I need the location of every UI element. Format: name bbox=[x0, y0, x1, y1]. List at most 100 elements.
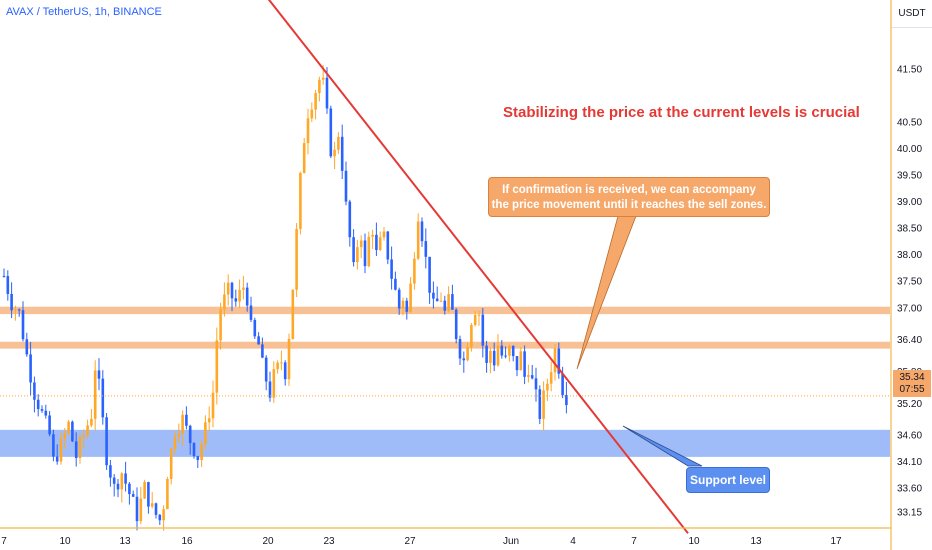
time-axis[interactable]: 7 10 13 16 20 23 27 Jun 4 7 10 13 17 bbox=[0, 527, 891, 547]
candle-body bbox=[223, 294, 226, 310]
candle bbox=[504, 346, 507, 359]
candle bbox=[109, 459, 112, 487]
callout-box: If confirmation is received, we can acco… bbox=[488, 177, 770, 217]
support-label-pointer bbox=[622, 425, 703, 467]
candle-body bbox=[128, 483, 131, 495]
time-tick-label: 10 bbox=[59, 536, 71, 547]
price-axis[interactable]: 41.50 40.50 40.00 39.50 39.00 38.50 38.00 37.50… bbox=[890, 0, 932, 550]
candle-body bbox=[36, 399, 40, 410]
candle-body bbox=[390, 259, 393, 279]
time-tick-label: 13 bbox=[119, 536, 131, 547]
candle-body bbox=[226, 282, 230, 295]
candle bbox=[264, 355, 268, 391]
candle-body bbox=[207, 418, 211, 423]
time-tick-label: 7 bbox=[1, 536, 7, 547]
candle-body bbox=[306, 118, 310, 144]
price-axis-background bbox=[891, 0, 932, 550]
candle-body bbox=[359, 240, 363, 248]
candle-body bbox=[420, 221, 424, 242]
candle-body bbox=[2, 275, 6, 277]
candle-body bbox=[333, 149, 336, 157]
price-zones bbox=[0, 306, 890, 457]
candle bbox=[147, 481, 150, 514]
candle bbox=[268, 371, 272, 402]
candle-body bbox=[299, 172, 302, 230]
candle bbox=[283, 360, 287, 386]
candle-body bbox=[261, 344, 264, 358]
price-tick-label: 39.00 bbox=[897, 197, 922, 208]
candle-body bbox=[101, 378, 105, 418]
candle-body bbox=[386, 231, 390, 260]
candle-body bbox=[188, 425, 192, 444]
candle-body bbox=[321, 77, 325, 80]
candle-body bbox=[523, 351, 526, 377]
candle-body bbox=[458, 339, 462, 359]
candle-body bbox=[242, 287, 245, 290]
candle-body bbox=[90, 418, 93, 426]
candle bbox=[523, 345, 526, 385]
price-tick-label: 38.50 bbox=[897, 224, 922, 235]
candle bbox=[470, 323, 473, 352]
candle bbox=[124, 461, 127, 492]
candle-body bbox=[143, 482, 146, 499]
candle bbox=[17, 308, 21, 317]
candle-body bbox=[405, 300, 409, 312]
chart-overlays bbox=[0, 0, 890, 534]
candle bbox=[310, 102, 314, 123]
candle bbox=[314, 90, 317, 120]
candle bbox=[177, 423, 181, 444]
candle-body bbox=[325, 77, 329, 109]
candle bbox=[242, 275, 245, 300]
candle-body bbox=[173, 437, 177, 449]
candle bbox=[344, 161, 348, 206]
candle-body bbox=[439, 300, 443, 302]
candle-body bbox=[538, 389, 542, 419]
time-tick-label: 13 bbox=[750, 536, 762, 547]
candle bbox=[93, 360, 97, 431]
candle-body bbox=[154, 503, 158, 515]
candle-body bbox=[276, 362, 279, 370]
candle bbox=[356, 239, 359, 270]
candle-body bbox=[363, 240, 367, 267]
candle bbox=[169, 447, 173, 485]
candle bbox=[519, 347, 523, 371]
currency-label[interactable]: USDT bbox=[892, 0, 932, 28]
price-tick-label: 36.40 bbox=[897, 335, 922, 346]
candle bbox=[454, 308, 458, 344]
candle bbox=[135, 487, 139, 531]
candle bbox=[52, 429, 55, 462]
candle bbox=[131, 490, 135, 498]
symbol-title[interactable]: AVAX / TetherUS, 1h, BINANCE bbox=[6, 6, 162, 18]
resistance-zone bbox=[0, 341, 890, 349]
candle bbox=[420, 217, 424, 247]
candle-body bbox=[196, 456, 200, 461]
candle-body bbox=[257, 336, 260, 345]
candle bbox=[185, 406, 188, 430]
candle bbox=[207, 406, 211, 432]
candle bbox=[276, 360, 279, 374]
candle-body bbox=[169, 448, 173, 480]
candle bbox=[371, 229, 374, 249]
candle-body bbox=[33, 382, 36, 400]
price-tick-label: 35.20 bbox=[897, 399, 922, 410]
candle-body bbox=[21, 310, 25, 340]
candle bbox=[382, 227, 386, 241]
candle-body bbox=[112, 477, 116, 484]
candle-body bbox=[25, 339, 29, 355]
candle-body bbox=[443, 300, 447, 311]
candle bbox=[120, 472, 124, 503]
candle bbox=[439, 292, 443, 303]
candle bbox=[162, 505, 165, 531]
candle-body bbox=[17, 309, 21, 311]
candle-body bbox=[481, 314, 485, 346]
candle bbox=[306, 108, 310, 155]
candle bbox=[401, 297, 405, 316]
candle bbox=[29, 341, 32, 396]
candle-body bbox=[234, 298, 238, 302]
candle bbox=[97, 358, 101, 391]
candle-body bbox=[447, 294, 450, 311]
candle-body bbox=[44, 410, 48, 416]
candle bbox=[390, 246, 393, 290]
candle bbox=[128, 482, 131, 505]
